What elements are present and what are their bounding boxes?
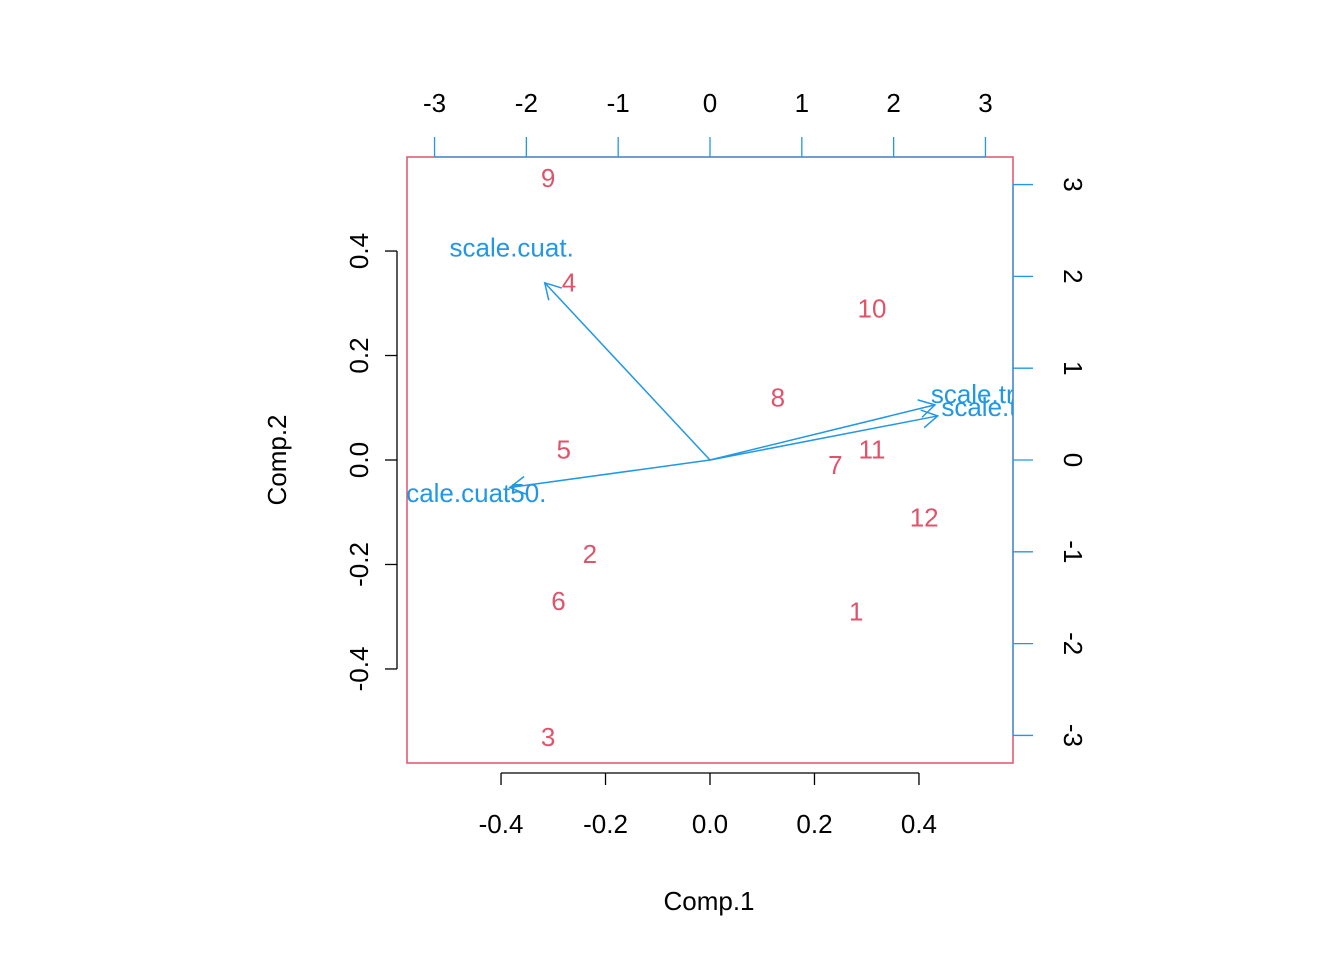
right-tick-label: 0 — [1058, 453, 1088, 467]
right-tick-label: -1 — [1058, 540, 1088, 563]
top-tick-label: 2 — [886, 88, 900, 118]
observation-label: 1 — [849, 597, 863, 627]
top-tick-label: -1 — [607, 88, 630, 118]
variable-arrow — [544, 282, 711, 461]
left-tick-label: -0.2 — [344, 542, 374, 587]
variable-label: scale.cuat. — [450, 232, 574, 262]
bottom-tick-label: 0.4 — [901, 809, 937, 839]
left-tick-label: 0.4 — [344, 233, 374, 269]
variable-labels: scale.cuat. scale.cuat50. scale.trescale.t… — [393, 232, 1029, 508]
observation-label: 3 — [541, 722, 555, 752]
variable-arrowhead — [920, 409, 940, 429]
right-axis: -3 -2 -1 0 1 2 3 — [1012, 177, 1088, 747]
bottom-axis: -0.4 -0.2 0.0 0.2 0.4 — [479, 772, 937, 839]
variable-label: scale.tre — [931, 379, 1029, 409]
observation-label: 11 — [858, 435, 885, 465]
top-tick-label: 3 — [978, 88, 992, 118]
observation-label: 10 — [857, 294, 886, 324]
variable-arrowhead — [543, 281, 563, 301]
observation-label: 12 — [910, 502, 939, 532]
right-tick-label: 3 — [1058, 177, 1088, 191]
right-tick-label: 2 — [1058, 269, 1088, 283]
observation-label: 8 — [771, 382, 785, 412]
variable-arrow — [709, 404, 936, 461]
bottom-tick-label: 0.0 — [692, 809, 728, 839]
bottom-tick-label: -0.2 — [583, 809, 628, 839]
observation-label: 6 — [551, 586, 565, 616]
observation-label: 9 — [541, 163, 555, 193]
variable-label: scale.cuat50. — [393, 478, 546, 508]
variable-arrow — [709, 415, 938, 461]
top-tick-label: 1 — [795, 88, 809, 118]
top-tick-label: -2 — [515, 88, 538, 118]
observation-label: 5 — [556, 435, 570, 465]
bottom-tick-label: -0.4 — [479, 809, 524, 839]
left-tick-label: 0.0 — [344, 442, 374, 478]
right-tick-label: -3 — [1058, 724, 1088, 747]
x-axis-title: Comp.1 — [663, 886, 754, 916]
observation-label: 7 — [828, 450, 842, 480]
bottom-tick-label: 0.2 — [796, 809, 832, 839]
variable-arrowhead — [917, 399, 937, 418]
left-axis: -0.4 -0.2 0.0 0.2 0.4 — [344, 233, 398, 692]
top-tick-label: 0 — [703, 88, 717, 118]
variable-arrowhead — [508, 475, 527, 496]
left-tick-label: -0.4 — [344, 647, 374, 692]
y-axis-title: Comp.2 — [262, 414, 292, 505]
variable-arrow — [509, 459, 711, 489]
right-tick-label: 1 — [1058, 361, 1088, 375]
observation-label: 2 — [583, 539, 597, 569]
variable-label: scale.tr — [941, 392, 1025, 422]
top-tick-label: -3 — [423, 88, 446, 118]
top-axis: -3 -2 -1 0 1 2 3 — [423, 88, 993, 158]
variable-arrows — [508, 281, 940, 496]
observation-label: 4 — [562, 267, 576, 297]
left-tick-label: 0.2 — [344, 337, 374, 373]
right-tick-label: -2 — [1058, 632, 1088, 655]
